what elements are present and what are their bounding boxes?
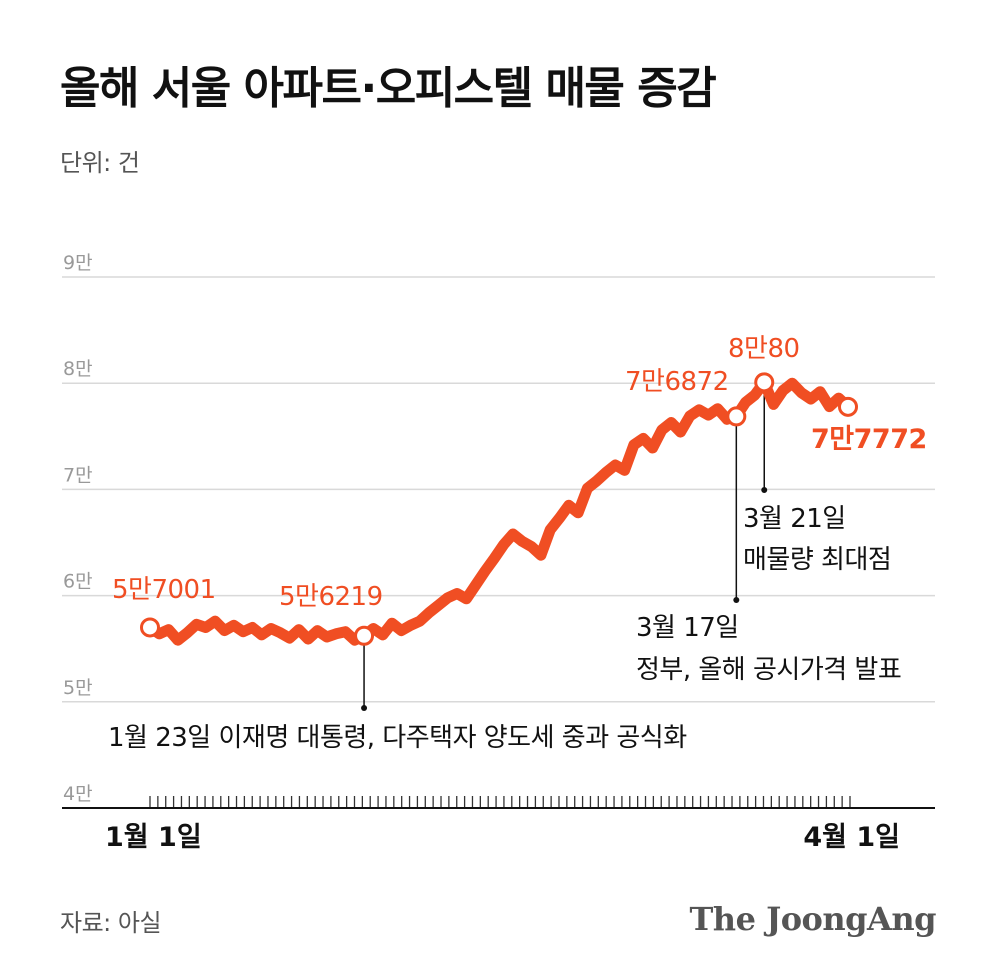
annotation-dot bbox=[733, 597, 740, 603]
brand-logo: The JoongAng bbox=[689, 900, 936, 938]
point-label-start: 5만7001 bbox=[112, 575, 216, 605]
chart-title: 올해 서울 아파트·오피스텔 매물 증감 bbox=[60, 63, 717, 114]
y-tick-label: 5만 bbox=[63, 677, 93, 699]
y-tick-label: 9만 bbox=[63, 252, 93, 274]
annotation-dot bbox=[361, 705, 368, 711]
annotation-mar21-text: 매물량 최대점 bbox=[743, 545, 891, 575]
point-label-peak: 8만80 bbox=[728, 334, 800, 364]
y-tick-label: 4만 bbox=[63, 783, 93, 805]
annotation-mar21-date: 3월 21일 bbox=[743, 504, 846, 534]
point-label-mar17: 7만6872 bbox=[625, 367, 729, 397]
y-tick-label: 6만 bbox=[63, 571, 93, 593]
unit-label: 단위: 건 bbox=[60, 149, 140, 177]
point-marker bbox=[754, 372, 775, 393]
point-label-jan23: 5만6219 bbox=[279, 582, 383, 612]
annotation-jan23: 1월 23일 이재명 대통령, 다주택자 양도세 중과 공식화 bbox=[108, 723, 687, 753]
y-tick-label: 7만 bbox=[63, 464, 93, 486]
point-marker bbox=[726, 406, 747, 427]
point-marker bbox=[354, 625, 375, 646]
annotation-mar17-text: 정부, 올해 공시가격 발표 bbox=[636, 655, 901, 685]
annotation-mar17-date: 3월 17일 bbox=[636, 613, 739, 643]
x-label-start: 1월 1일 bbox=[105, 822, 202, 853]
point-marker bbox=[838, 396, 858, 417]
annotation-dot bbox=[761, 487, 768, 493]
x-label-end: 4월 1일 bbox=[803, 822, 900, 853]
y-tick-label: 8만 bbox=[63, 358, 93, 380]
source-label: 자료: 아실 bbox=[60, 909, 162, 937]
point-label-end: 7만7772 bbox=[811, 424, 927, 455]
point-marker bbox=[140, 617, 160, 638]
